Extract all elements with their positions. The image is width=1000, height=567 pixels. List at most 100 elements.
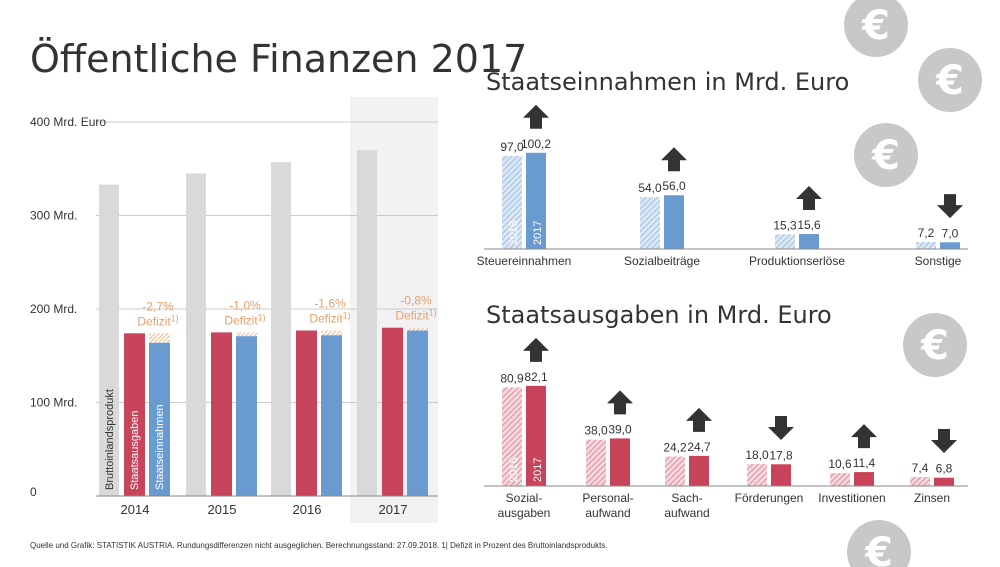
series-label-2016: 2016 [508,221,520,245]
value-label-2016: 54,0 [638,181,662,195]
bar-2016 [502,155,522,249]
category-label: Zinsen [914,491,950,505]
source-footnote: Quelle und Grafik: STATISTIK AUSTRIA. Ru… [30,541,608,550]
value-label-2017: 11,4 [853,456,876,470]
page-title: Öffentliche Finanzen 2017 [30,37,527,81]
bar-2017 [664,195,684,249]
bar-2016 [640,197,660,249]
euro-coin-symbol: € [861,3,890,49]
deficit-percent-label: -1,0% [229,298,261,312]
deficit-label: Defizit1) [395,308,436,323]
deficit-gap [236,332,257,337]
euro-coin-icon: € [854,123,918,187]
value-label-2017: 82,1 [524,370,548,384]
deficit-word: Defizit [137,314,171,328]
bar-2017 [934,477,954,486]
value-label-2017: 39,0 [608,422,632,436]
bar-revenue [149,342,170,496]
deficit-label: Defizit1) [137,313,178,328]
deficit-word: Defizit [395,309,429,323]
arrow-down-icon [768,416,794,441]
deficit-gap [149,333,170,343]
arrow-up-icon [686,407,712,432]
arrow-up-icon [607,390,633,415]
arrow-up-icon [661,147,687,172]
expenditure-chart-title: Staatsausgaben in Mrd. Euro [486,301,832,329]
euro-coin-symbol: € [920,323,949,369]
value-label-2017: 7,0 [942,226,959,240]
y-tick-label: 100 Mrd. [30,396,77,410]
category-label: Förderungen [735,491,804,505]
bar-expenditure [296,330,317,496]
category-label: Sach- [671,491,702,505]
category-label: Sozial- [506,491,543,505]
deficit-percent-label: -0,8% [400,294,432,308]
value-label-2016: 18,0 [745,448,769,462]
bar-2017 [526,152,546,249]
euro-coin-disc [918,48,982,112]
deficit-percent-label: -1,6% [314,297,346,311]
y-tick-label: 200 Mrd. [30,302,77,316]
bar-revenue [236,336,257,496]
value-label-2016: 7,2 [918,226,935,240]
euro-coin-symbol: € [864,530,893,567]
bar-2017 [854,472,874,486]
bar-expenditure [211,332,232,496]
arrow-up-icon [523,337,549,362]
value-label-2017: 100,2 [521,137,551,151]
bar-2017 [689,455,709,486]
bar-2016 [775,234,795,249]
bar-2017 [940,242,960,249]
deficit-footnote-mark: 1) [258,312,266,322]
value-label-2016: 24,2 [663,440,687,454]
series-label-expenditure: Staatsausgaben [129,410,141,490]
category-label: Investitionen [818,491,885,505]
category-label: Personal- [582,491,633,505]
euro-coin-disc [844,0,908,57]
bar-revenue [321,335,342,496]
value-label-2016: 7,4 [912,461,929,475]
bar-expenditure [124,333,145,496]
main-bar-chart: 0 100 Mrd. 200 Mrd. 300 Mrd. 400 Mrd. Euro -2… [30,97,438,523]
bar-2016 [830,473,850,486]
deficit-gap [321,330,342,336]
x-tick-label: 2014 [121,502,150,517]
euro-coin-disc [854,123,918,187]
bar-2016 [910,476,930,486]
euro-coin-symbol: € [935,58,964,104]
arrow-up-icon [796,186,822,211]
value-label-2017: 56,0 [662,179,686,193]
category-label: aufwand [664,506,709,520]
x-tick-label: 2017 [379,502,408,517]
value-label-2016: 80,9 [500,371,524,385]
bar-2016 [502,387,522,486]
deficit-word: Defizit [309,312,343,326]
deficit-percent-label: -2,7% [142,299,174,313]
bar-2016 [747,464,767,486]
bar-gdp [99,184,119,496]
bar-2016 [586,439,606,486]
y-tick-label: 300 Mrd. [30,209,77,223]
series-label-2016: 2016 [508,458,520,482]
bar-revenue [407,330,428,496]
series-label-2017: 2017 [532,458,544,482]
euro-coin-icon: € [847,520,911,567]
expenditure-bar-chart: 80,9 82,1 Sozial-ausgaben 2016 2017 38,0 39,0 P… [484,337,968,520]
bar-gdp [357,150,377,497]
arrow-down-icon [931,428,957,453]
value-label-2016: 97,0 [500,140,524,154]
euro-coin-icon: € [918,48,982,112]
category-label: Produktionserlöse [749,254,845,268]
euro-coin-symbol: € [871,133,900,179]
deficit-footnote-mark: 1) [343,311,351,321]
value-label-2016: 38,0 [584,424,608,438]
category-label: Sozialbeiträge [624,254,700,268]
deficit-word: Defizit [224,313,258,327]
bar-2017 [771,464,791,486]
deficit-footnote-mark: 1) [171,313,179,323]
category-label: aufwand [585,506,630,520]
value-label-2016: 10,6 [828,457,852,471]
